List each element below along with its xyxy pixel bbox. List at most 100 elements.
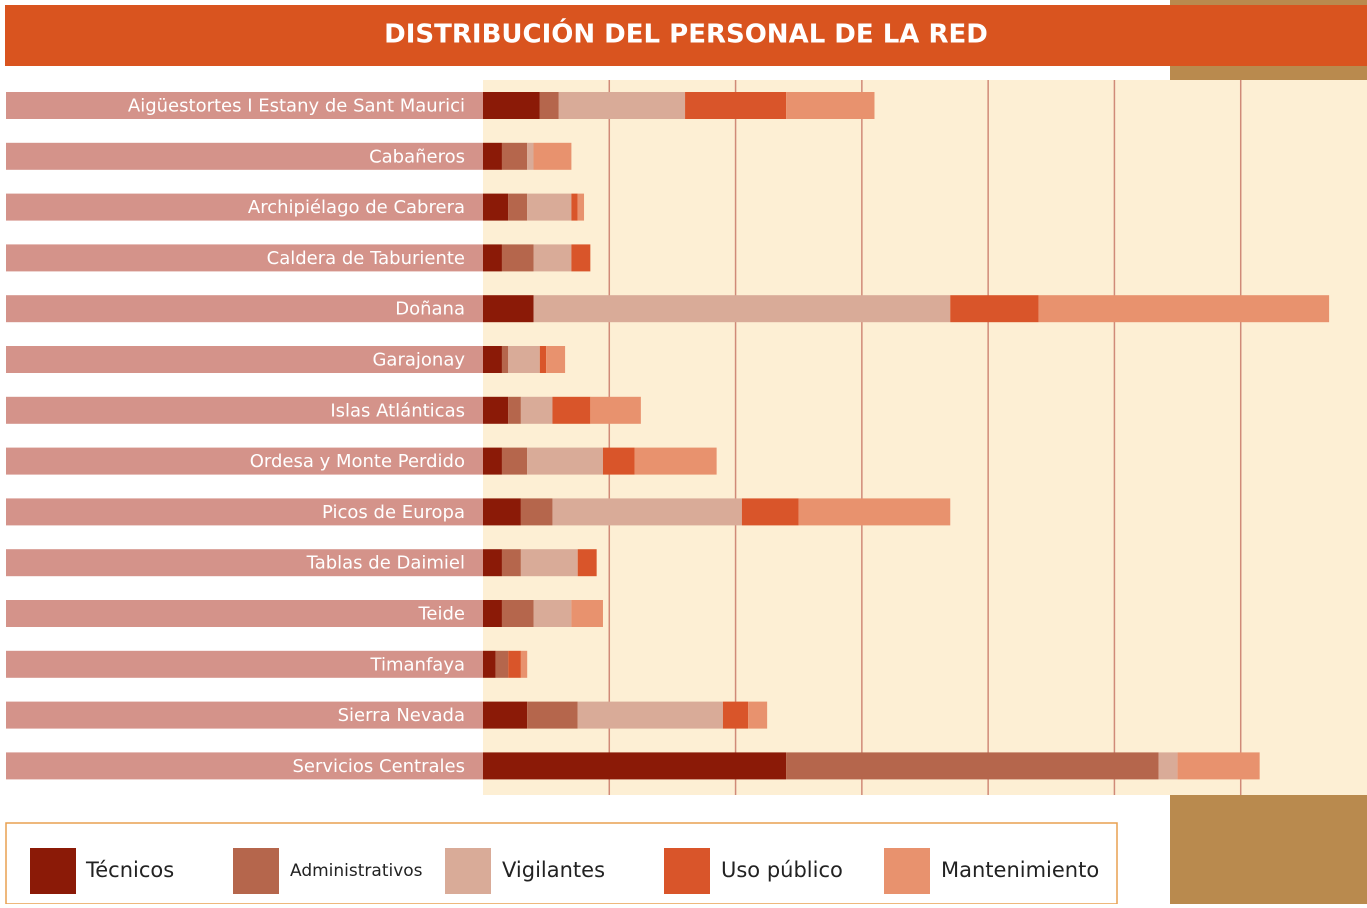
bar-segment bbox=[602, 447, 635, 475]
category-band bbox=[6, 244, 483, 272]
bar-segment bbox=[483, 244, 502, 272]
legend-swatch bbox=[884, 848, 930, 894]
y-tick-label: Picos de Europa bbox=[322, 502, 465, 523]
bar-segment bbox=[501, 447, 528, 475]
category-band bbox=[6, 396, 483, 424]
bar-segment bbox=[483, 142, 502, 170]
bar-segment bbox=[552, 498, 742, 526]
bar-segment bbox=[533, 600, 572, 627]
bar-segment bbox=[577, 701, 723, 729]
bar-segment bbox=[527, 701, 578, 729]
title-band bbox=[5, 5, 1367, 66]
category-band bbox=[6, 142, 483, 170]
bar-segment bbox=[520, 498, 553, 526]
bar-segment bbox=[552, 396, 591, 424]
bar-segment bbox=[501, 244, 534, 272]
bar-segment bbox=[483, 549, 502, 577]
legend-label: Administrativos bbox=[290, 861, 423, 881]
bar-segment bbox=[483, 295, 534, 323]
category-band bbox=[6, 447, 483, 475]
y-tick-label: Garajonay bbox=[372, 350, 465, 371]
bar-segment bbox=[483, 498, 521, 526]
y-tick-label: Islas Atlánticas bbox=[330, 400, 465, 421]
bar-segment bbox=[483, 752, 787, 780]
bar-segment bbox=[508, 193, 528, 221]
bar-segment bbox=[577, 193, 585, 221]
y-tick-label: Servicios Centrales bbox=[292, 756, 465, 777]
legend-swatch bbox=[233, 848, 279, 894]
bar-segment bbox=[501, 549, 521, 577]
bar-segment bbox=[483, 447, 502, 475]
bar-segment bbox=[508, 396, 521, 424]
bar-segment bbox=[527, 193, 572, 221]
bar-segment bbox=[483, 600, 502, 627]
bar-segment bbox=[571, 193, 578, 221]
bar-segment bbox=[539, 346, 547, 373]
bar-segment bbox=[571, 244, 591, 272]
bar-segment bbox=[533, 142, 572, 170]
bar-segment bbox=[483, 701, 528, 729]
bar-segment bbox=[483, 193, 509, 221]
legend-label: Mantenimiento bbox=[941, 858, 1099, 882]
category-band bbox=[6, 346, 483, 373]
category-band bbox=[6, 295, 483, 323]
y-tick-label: Tablas de Daimiel bbox=[306, 553, 465, 574]
y-tick-label: Ordesa y Monte Perdido bbox=[250, 451, 465, 472]
bar-segment bbox=[520, 396, 553, 424]
category-band bbox=[6, 752, 483, 780]
bar-segment bbox=[527, 447, 603, 475]
bar-segment bbox=[495, 650, 509, 678]
category-band bbox=[6, 650, 483, 678]
bar-segment bbox=[520, 549, 578, 577]
bar-segment bbox=[501, 600, 534, 627]
bar-segment bbox=[950, 295, 1039, 323]
bar-segment bbox=[527, 142, 534, 170]
y-tick-label: Cabañeros bbox=[369, 146, 465, 167]
bar-segment bbox=[1038, 295, 1330, 323]
category-band bbox=[6, 193, 483, 221]
legend-label: Vigilantes bbox=[502, 858, 605, 882]
category-band bbox=[6, 92, 483, 119]
bar-segment bbox=[571, 600, 603, 627]
legend-swatch bbox=[664, 848, 710, 894]
bar-segment bbox=[1158, 752, 1178, 780]
bar-segment bbox=[508, 650, 521, 678]
bar-segment bbox=[533, 244, 572, 272]
bar-segment bbox=[685, 92, 787, 119]
bar-segment bbox=[501, 346, 509, 373]
bar-segment bbox=[546, 346, 566, 373]
y-tick-label: Aigüestortes I Estany de Sant Maurici bbox=[128, 96, 465, 117]
bar-segment bbox=[483, 92, 540, 119]
bar-segment bbox=[786, 92, 875, 119]
y-tick-label: Caldera de Taburiente bbox=[267, 248, 465, 269]
legend-label: Uso público bbox=[721, 858, 843, 882]
bar-segment bbox=[483, 396, 509, 424]
category-band bbox=[6, 498, 483, 526]
bar-segment bbox=[483, 650, 496, 678]
bar-segment bbox=[748, 701, 768, 729]
legend-swatch bbox=[445, 848, 491, 894]
bar-segment bbox=[508, 346, 540, 373]
category-band bbox=[6, 600, 483, 627]
bar-segment bbox=[722, 701, 749, 729]
y-tick-label: Sierra Nevada bbox=[338, 705, 465, 726]
bar-segment bbox=[520, 650, 528, 678]
bar-segment bbox=[634, 447, 717, 475]
y-tick-label: Teide bbox=[417, 604, 465, 625]
bar-segment bbox=[590, 396, 641, 424]
category-band bbox=[6, 549, 483, 577]
plot-area bbox=[483, 80, 1367, 795]
y-tick-label: Timanfaya bbox=[370, 654, 465, 675]
legend-swatch bbox=[30, 848, 76, 894]
chart-title: DISTRIBUCIÓN DEL PERSONAL DE LA RED bbox=[384, 18, 988, 50]
bar-segment bbox=[798, 498, 951, 526]
y-tick-label: Doñana bbox=[395, 299, 465, 320]
bar-segment bbox=[483, 346, 502, 373]
legend-label: Técnicos bbox=[85, 858, 174, 882]
category-band bbox=[6, 701, 483, 729]
bar-segment bbox=[501, 142, 528, 170]
bar-segment bbox=[741, 498, 799, 526]
bar-segment bbox=[539, 92, 559, 119]
bar-segment bbox=[1177, 752, 1260, 780]
